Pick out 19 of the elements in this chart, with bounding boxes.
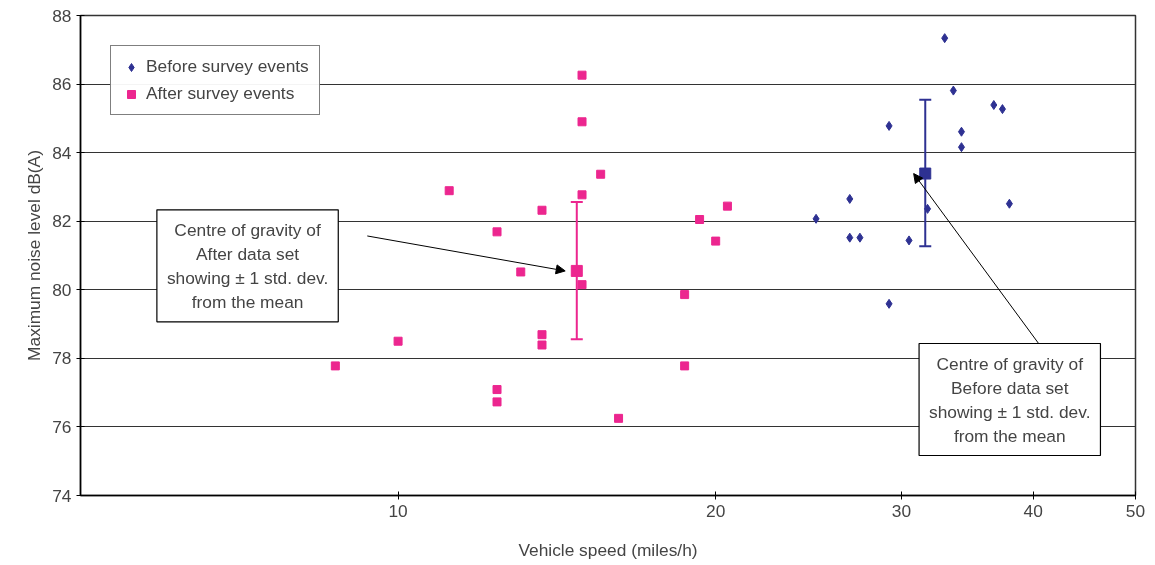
y-tick-label: 86	[52, 74, 72, 95]
x-axis-title: Vehicle speed (miles/h)	[518, 539, 698, 560]
x-tick-label: 10	[388, 500, 408, 521]
y-tick-label: 82	[52, 211, 72, 232]
y-tick-label: 84	[52, 142, 72, 163]
x-tick-label: 20	[706, 500, 726, 521]
y-tick-label: 74	[52, 485, 72, 506]
y-tick-label: 80	[52, 279, 72, 300]
x-tick-label: 30	[891, 500, 912, 521]
annotation: Centre of gravity of Before data set showing ± 1 std. dev. from the mean	[929, 353, 1091, 446]
y-tick-label: 76	[52, 416, 72, 437]
x-tick-label: 50	[1125, 500, 1146, 521]
y-axis-title: Maximum noise level dB(A)	[24, 150, 45, 361]
annotation: Centre of gravity of After data set showing ± 1 std. dev. from the mean	[166, 219, 329, 312]
y-tick-label: 78	[52, 348, 72, 369]
y-tick-label: 88	[52, 5, 72, 26]
legend-label: After survey events	[146, 83, 295, 104]
legend-label: Before survey events	[146, 56, 309, 77]
x-tick-label: 40	[1023, 500, 1043, 521]
